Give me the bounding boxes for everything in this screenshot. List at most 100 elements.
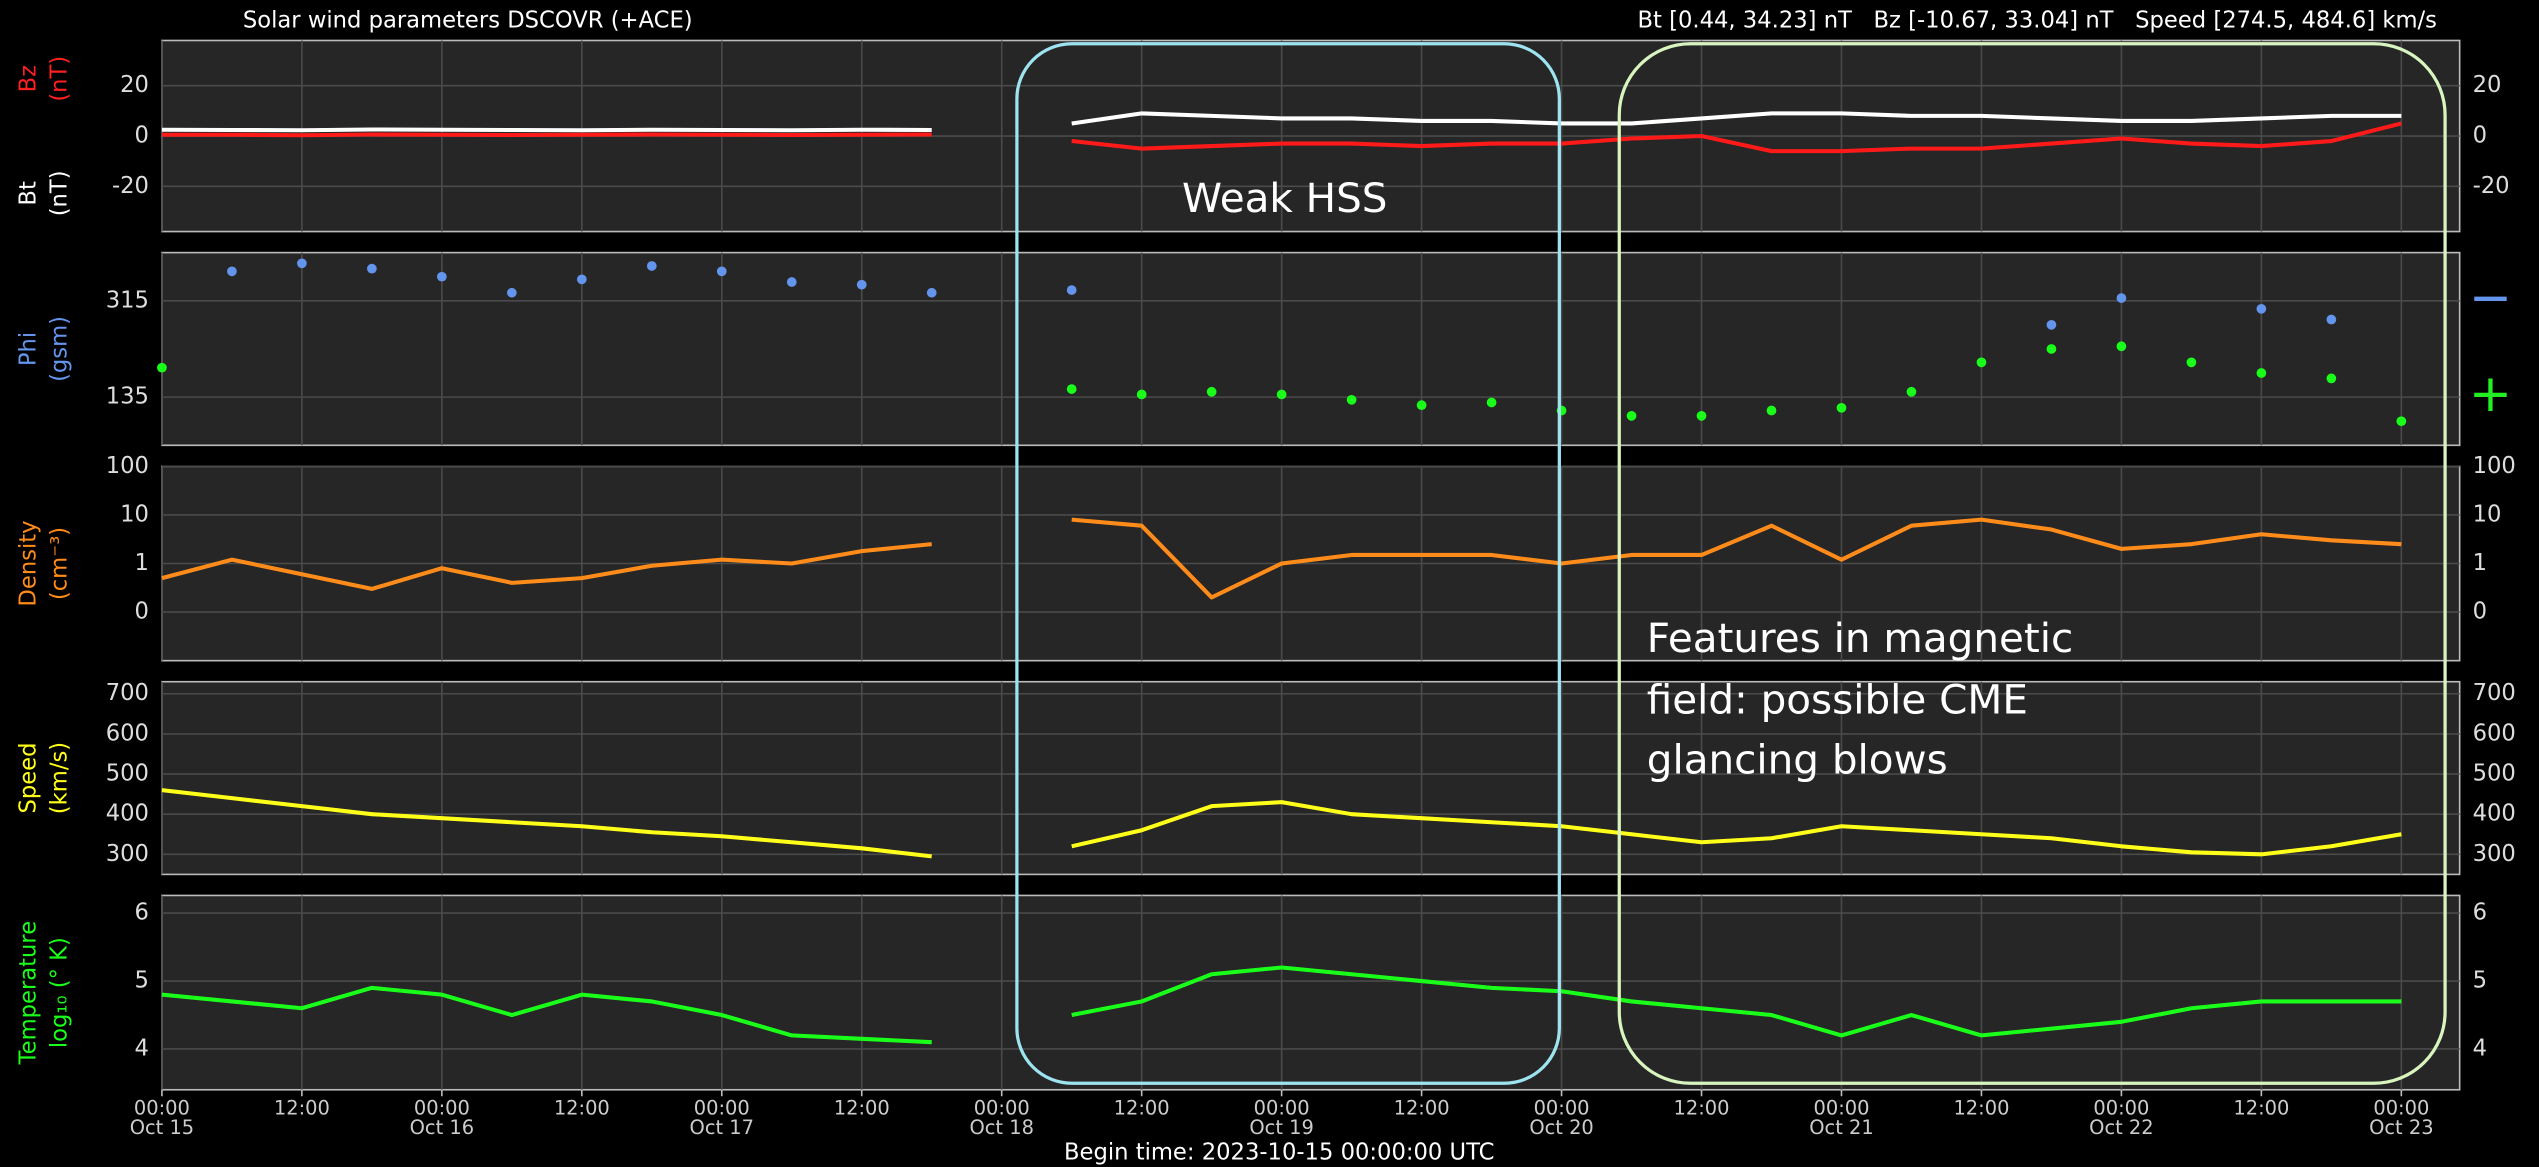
series-point <box>856 279 867 290</box>
y-axis-label: (cm⁻³) <box>46 527 72 600</box>
y-tick-label: 300 <box>2473 841 2516 867</box>
y-axis-label: (nT) <box>46 170 72 216</box>
y-axis-label: Phi <box>16 332 42 366</box>
series-point <box>227 266 237 277</box>
x-date-label: Oct 23 <box>2369 1116 2433 1139</box>
x-tick-label: 12:00 <box>1394 1097 1450 1120</box>
x-tick-label: 00:00 <box>1254 1097 1310 1120</box>
series-line <box>161 788 932 859</box>
x-tick-label: 12:00 <box>1114 1097 1170 1120</box>
series-point <box>646 261 657 271</box>
series-point <box>2046 344 2057 354</box>
y-tick-label: 6 <box>135 900 149 926</box>
x-date-label: Oct 17 <box>690 1116 754 1139</box>
series-line <box>1071 517 2402 600</box>
y-tick-label: 0 <box>2473 599 2487 625</box>
series-line <box>161 542 932 591</box>
x-tick-label: 00:00 <box>2093 1097 2149 1120</box>
series-point <box>1206 386 1217 397</box>
x-tick-label: 12:00 <box>2233 1097 2289 1120</box>
y-axis-label: Density <box>16 520 42 606</box>
series-line <box>1071 121 2402 154</box>
y-axis-label: Bt <box>16 181 42 206</box>
x-tick-label: 12:00 <box>274 1097 330 1120</box>
series-point <box>1066 285 1077 295</box>
y-axis-label: (gsm) <box>46 316 72 382</box>
y-tick-label: 400 <box>2473 801 2516 827</box>
series-point <box>1066 384 1077 394</box>
y-tick-label: 5 <box>2473 968 2487 994</box>
y-tick-label: 500 <box>2473 761 2516 787</box>
series-line <box>1071 111 2402 126</box>
y-tick-label: 10 <box>2473 501 2502 527</box>
y-tick-label: 6 <box>2473 900 2487 926</box>
x-date-label: Oct 22 <box>2089 1116 2153 1139</box>
y-axis-label: (km/s) <box>46 742 72 814</box>
x-tick-label: 12:00 <box>834 1097 890 1120</box>
series-point <box>1136 389 1147 400</box>
series-point <box>2326 373 2337 384</box>
panel: 4 4 5 5 6 6 Temperature log₁₀ (° K) 00:00 12:00 00… <box>16 894 2487 1139</box>
y-tick-label: 0 <box>135 123 149 149</box>
chart-title: Solar wind parameters DSCOVR (+ACE) <box>243 8 693 34</box>
annotation: Weak HSS <box>1182 174 1387 222</box>
series-point <box>506 287 517 298</box>
series-point <box>2046 320 2057 330</box>
series-point <box>2396 416 2407 427</box>
side-marker: − <box>2469 268 2512 328</box>
y-tick-label: 10 <box>120 501 149 527</box>
y-tick-label: 100 <box>106 453 149 479</box>
series-point <box>2116 293 2127 303</box>
y-tick-label: 20 <box>120 72 149 98</box>
series-point <box>2256 303 2267 314</box>
series-point <box>1696 410 1707 421</box>
series-point <box>297 258 307 269</box>
series-point <box>2256 368 2267 378</box>
panel: 300 300 400 400 500 500 600 600 700 700 Speed (km/s… <box>16 680 2516 876</box>
series-point <box>1976 357 1987 368</box>
cme-box <box>1617 42 2447 1085</box>
series-line <box>1071 800 2402 857</box>
annotation: Features in magnetic <box>1647 614 2073 662</box>
series-point <box>1626 410 1637 421</box>
y-axis-label: Temperature <box>16 921 42 1066</box>
series-point <box>436 271 447 282</box>
x-tick-label: 12:00 <box>1674 1097 1730 1120</box>
series-point <box>1486 397 1497 408</box>
y-tick-label: 600 <box>2473 720 2516 746</box>
y-tick-label: 5 <box>135 968 149 994</box>
begin-time: Begin time: 2023-10-15 00:00:00 UTC <box>1064 1139 1494 1165</box>
series-line <box>161 132 932 138</box>
series-point <box>2326 314 2337 325</box>
series-point <box>926 287 937 298</box>
y-tick-label: 0 <box>2473 123 2487 149</box>
series-point <box>157 362 167 373</box>
series-point <box>1906 386 1917 397</box>
side-marker: + <box>2469 364 2512 424</box>
annotation: glancing blows <box>1647 736 1948 784</box>
x-date-label: Oct 15 <box>130 1116 194 1139</box>
y-axis-label: Bz <box>16 65 42 92</box>
summary: Bt [0.44, 34.23] nT Bz [-10.67, 33.04] n… <box>1637 8 2437 34</box>
series-point <box>2186 357 2197 368</box>
y-tick-label: 100 <box>2473 453 2516 479</box>
x-tick-label: 00:00 <box>2373 1097 2429 1120</box>
y-tick-label: 4 <box>135 1035 149 1061</box>
y-axis-label: (nT) <box>46 56 72 102</box>
y-tick-label: 135 <box>106 384 149 410</box>
x-tick-label: 00:00 <box>1813 1097 1869 1120</box>
x-tick-label: 12:00 <box>554 1097 610 1120</box>
series-line <box>161 985 932 1045</box>
series-point <box>1766 405 1777 416</box>
series-point <box>1346 394 1357 405</box>
x-tick-label: 00:00 <box>974 1097 1030 1120</box>
series-line <box>161 127 932 133</box>
series-point <box>1416 400 1427 411</box>
series-point <box>2116 341 2127 352</box>
series-point <box>576 274 587 285</box>
series-point <box>1836 402 1847 413</box>
x-tick-label: 00:00 <box>694 1097 750 1120</box>
